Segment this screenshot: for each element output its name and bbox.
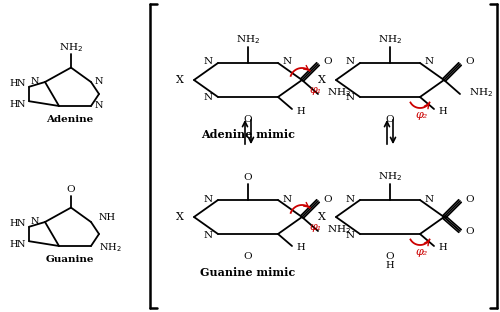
Text: O: O: [465, 227, 473, 236]
Text: N: N: [16, 240, 25, 249]
Text: N: N: [346, 231, 355, 240]
Text: O: O: [323, 194, 332, 203]
Text: N: N: [425, 194, 434, 203]
Text: NH: NH: [99, 213, 116, 222]
Text: N: N: [346, 194, 355, 203]
Text: NH$_2$: NH$_2$: [327, 224, 351, 236]
Text: N: N: [30, 77, 39, 86]
Text: X: X: [176, 212, 184, 222]
Text: NH$_2$: NH$_2$: [236, 34, 260, 46]
Text: NH$_2$: NH$_2$: [327, 87, 351, 100]
Text: N: N: [204, 194, 213, 203]
Text: H: H: [10, 100, 18, 109]
Text: H: H: [10, 79, 18, 88]
Text: N: N: [16, 79, 25, 88]
Text: H: H: [10, 219, 18, 228]
Text: O: O: [386, 252, 394, 261]
Text: O: O: [244, 173, 252, 183]
Text: N: N: [95, 77, 104, 86]
Text: N: N: [95, 101, 104, 110]
Text: Guanine mimic: Guanine mimic: [200, 266, 296, 277]
Text: O: O: [244, 115, 252, 124]
Text: H: H: [438, 243, 446, 252]
Text: X: X: [318, 75, 326, 85]
Text: N: N: [204, 231, 213, 240]
Text: O: O: [386, 115, 394, 124]
Text: φ₁: φ₁: [310, 85, 322, 95]
Text: H: H: [296, 106, 304, 115]
Text: X: X: [318, 212, 326, 222]
Text: X: X: [176, 75, 184, 85]
Text: NH$_2$: NH$_2$: [99, 241, 122, 254]
Text: O: O: [465, 194, 473, 203]
Text: N: N: [204, 57, 213, 66]
Text: NH$_2$: NH$_2$: [378, 171, 402, 183]
Text: N: N: [283, 57, 292, 66]
Text: O: O: [323, 57, 332, 66]
Text: NH$_2$: NH$_2$: [378, 34, 402, 46]
Text: NH$_2$: NH$_2$: [469, 87, 493, 100]
Text: O: O: [244, 252, 252, 261]
Text: H: H: [386, 261, 394, 270]
Text: Adenine: Adenine: [46, 115, 94, 124]
Text: O: O: [66, 185, 76, 194]
Text: N: N: [346, 94, 355, 103]
Text: N: N: [16, 100, 25, 109]
Text: H: H: [296, 243, 304, 252]
Text: Adenine mimic: Adenine mimic: [201, 129, 295, 140]
Text: N: N: [283, 194, 292, 203]
Text: NH$_2$: NH$_2$: [59, 41, 83, 54]
Text: φ₁: φ₁: [310, 222, 322, 232]
Text: N: N: [204, 94, 213, 103]
Text: N: N: [346, 57, 355, 66]
Text: φ₂: φ₂: [416, 247, 428, 257]
Text: N: N: [30, 217, 39, 227]
Text: O: O: [465, 57, 473, 66]
Text: φ₂: φ₂: [416, 110, 428, 120]
Text: N: N: [16, 219, 25, 228]
Text: N: N: [425, 57, 434, 66]
Text: H: H: [438, 106, 446, 115]
Text: Guanine: Guanine: [46, 256, 94, 265]
Text: H: H: [10, 240, 18, 249]
